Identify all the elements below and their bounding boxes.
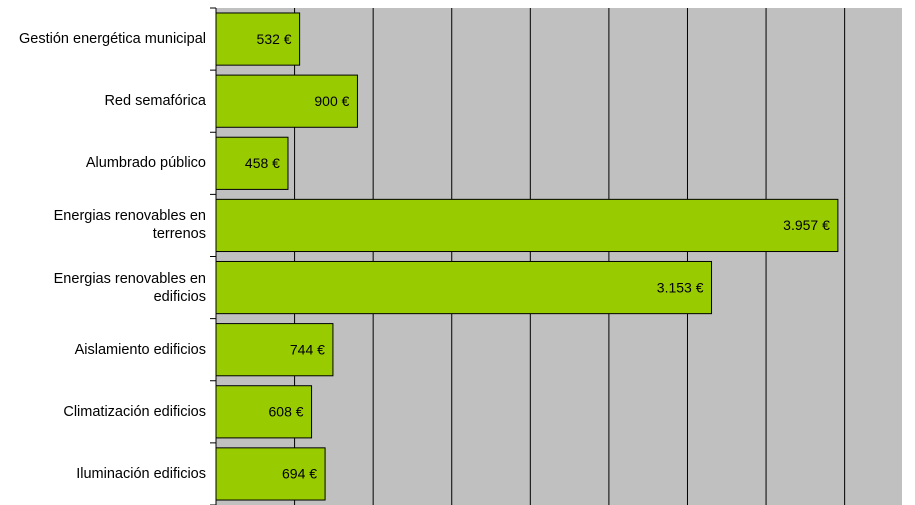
data-label: 744 € [290,341,325,357]
bar [215,260,713,315]
bar [215,447,326,501]
bar [215,198,839,253]
y-tick-label: Alumbrado público [85,155,206,172]
bar [215,323,334,377]
data-label: 532 € [257,31,292,47]
y-tick-label: Iluminación edificios [76,465,206,482]
bar [215,136,289,190]
data-label: 3.153 € [657,279,704,295]
data-label: 900 € [314,93,349,109]
y-tick-label: Aislamiento edificios [74,341,206,358]
data-label: 458 € [245,155,280,171]
y-tick-label: Gestión energética municipal [19,31,206,48]
bar [215,385,313,439]
data-label: 3.957 € [783,217,830,233]
data-label: 694 € [282,466,317,482]
data-label: 608 € [269,404,304,420]
y-tick-label: Energias renovables en edificios [53,270,206,305]
y-tick-label: Energias renovables en terrenos [53,208,206,243]
y-tick-label: Red semafórica [104,93,206,110]
bar [215,74,358,128]
bar [215,12,301,66]
y-tick-label: Climatización edificios [63,403,206,420]
